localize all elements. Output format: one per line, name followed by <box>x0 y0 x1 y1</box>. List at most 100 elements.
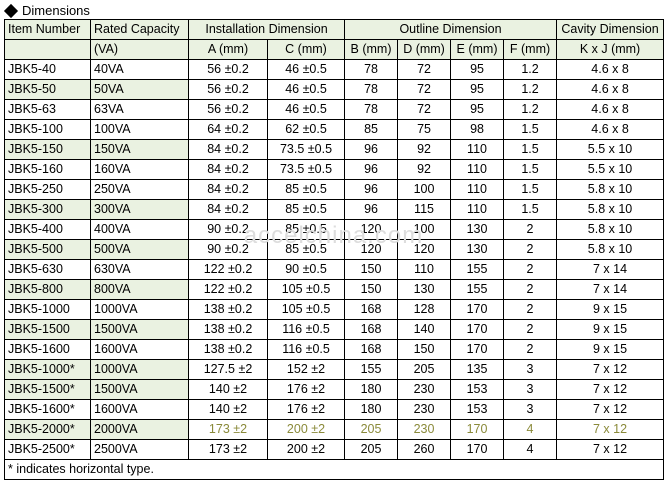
cell-b-mm: 96 <box>344 139 399 160</box>
cell-item-number: JBK5-1600* <box>4 399 91 420</box>
cell-b-mm: 96 <box>344 159 399 180</box>
cell-d-mm: 230 <box>397 399 452 420</box>
cell-d-mm: 230 <box>397 379 452 400</box>
cell-c-mm: 105 ±0.5 <box>266 279 346 300</box>
cell-c-mm: 85 ±0.5 <box>266 239 346 260</box>
cell-f-mm: 2 <box>503 219 558 240</box>
diamond-bullet-icon <box>3 3 19 19</box>
cell-kxj-mm: 4.6 x 8 <box>556 119 665 140</box>
cell-rated-capacity: 1600VA <box>90 339 189 360</box>
cell-item-number: JBK5-500 <box>4 239 91 260</box>
cell-f-mm: 1.5 <box>503 139 558 160</box>
cell-e-mm: 170 <box>450 319 505 340</box>
cell-item-number: JBK5-2000* <box>4 419 91 440</box>
cell-rated-capacity: 1500VA <box>90 379 189 400</box>
cell-rated-capacity: 40VA <box>90 59 189 80</box>
header-item-number: Item Number <box>4 19 91 40</box>
table-row: JBK5-40 40VA 56 ±0.2 46 ±0.5 78 72 95 1.2 4.6 x … <box>4 59 665 80</box>
cell-rated-capacity: 150VA <box>90 139 189 160</box>
header-b-mm: B (mm) <box>344 39 399 60</box>
section-title-text: Dimensions <box>22 3 90 18</box>
cell-d-mm: 260 <box>397 439 452 460</box>
cell-a-mm: 90 ±0.2 <box>188 219 268 240</box>
cell-c-mm: 176 ±2 <box>266 399 346 420</box>
cell-c-mm: 176 ±2 <box>266 379 346 400</box>
cell-rated-capacity: 1000VA <box>90 299 189 320</box>
cell-e-mm: 110 <box>450 139 505 160</box>
cell-item-number: JBK5-2500* <box>4 439 91 460</box>
cell-c-mm: 85 ±0.5 <box>266 179 346 200</box>
cell-item-number: JBK5-150 <box>4 139 91 160</box>
cell-kxj-mm: 4.6 x 8 <box>556 79 665 100</box>
cell-d-mm: 120 <box>397 239 452 260</box>
cell-d-mm: 150 <box>397 339 452 360</box>
cell-e-mm: 135 <box>450 359 505 380</box>
table-row: JBK5-100 100VA 64 ±0.2 62 ±0.5 85 75 98 1.5 4.6 … <box>4 119 665 140</box>
cell-a-mm: 56 ±0.2 <box>188 79 268 100</box>
header-row-2: (VA) A (mm) C (mm) B (mm) D (mm) E (mm) … <box>4 39 665 60</box>
cell-kxj-mm: 7 x 12 <box>556 379 665 400</box>
header-a-mm: A (mm) <box>188 39 268 60</box>
cell-rated-capacity: 400VA <box>90 219 189 240</box>
cell-d-mm: 72 <box>397 99 452 120</box>
cell-a-mm: 56 ±0.2 <box>188 59 268 80</box>
header-installation-dimension: Installation Dimension <box>187 19 346 40</box>
cell-rated-capacity: 630VA <box>90 259 189 280</box>
header-f-mm: F (mm) <box>503 39 558 60</box>
cell-a-mm: 140 ±2 <box>188 399 268 420</box>
table-row: JBK5-1600* 1600VA 140 ±2 176 ±2 180 230 153 3 7 … <box>4 399 665 420</box>
cell-c-mm: 62 ±0.5 <box>266 119 346 140</box>
cell-a-mm: 84 ±0.2 <box>188 179 268 200</box>
cell-rated-capacity: 300VA <box>90 199 189 220</box>
cell-c-mm: 46 ±0.5 <box>266 99 346 120</box>
table-row: JBK5-300 300VA 84 ±0.2 85 ±0.5 96 115 110 1.5 5.… <box>4 199 665 220</box>
cell-f-mm: 3 <box>503 379 558 400</box>
cell-b-mm: 96 <box>344 199 399 220</box>
cell-e-mm: 170 <box>450 419 505 440</box>
header-kxj-mm: K x J (mm) <box>556 39 665 60</box>
cell-kxj-mm: 5.8 x 10 <box>556 239 665 260</box>
cell-item-number: JBK5-1000 <box>4 299 91 320</box>
cell-kxj-mm: 5.8 x 10 <box>556 179 665 200</box>
cell-item-number: JBK5-250 <box>4 179 91 200</box>
cell-kxj-mm: 4.6 x 8 <box>556 99 665 120</box>
cell-item-number: JBK5-1500 <box>4 319 91 340</box>
cell-f-mm: 4 <box>503 439 558 460</box>
cell-c-mm: 73.5 ±0.5 <box>266 139 346 160</box>
cell-rated-capacity: 63VA <box>90 99 189 120</box>
cell-c-mm: 90 ±0.5 <box>266 259 346 280</box>
cell-d-mm: 92 <box>397 139 452 160</box>
cell-d-mm: 140 <box>397 319 452 340</box>
cell-kxj-mm: 9 x 15 <box>556 339 665 360</box>
table-row: JBK5-1500 1500VA 138 ±0.2 116 ±0.5 168 140 170… <box>4 319 665 340</box>
cell-d-mm: 92 <box>397 159 452 180</box>
header-d-mm: D (mm) <box>397 39 452 60</box>
cell-rated-capacity: 2000VA <box>90 419 189 440</box>
cell-rated-capacity: 800VA <box>90 279 189 300</box>
cell-a-mm: 138 ±0.2 <box>188 319 268 340</box>
cell-d-mm: 115 <box>397 199 452 220</box>
cell-b-mm: 180 <box>344 399 399 420</box>
cell-e-mm: 153 <box>450 399 505 420</box>
cell-a-mm: 138 ±0.2 <box>188 339 268 360</box>
cell-f-mm: 2 <box>503 239 558 260</box>
cell-item-number: JBK5-63 <box>4 99 91 120</box>
cell-f-mm: 1.5 <box>503 179 558 200</box>
cell-kxj-mm: 4.6 x 8 <box>556 59 665 80</box>
cell-f-mm: 1.2 <box>503 59 558 80</box>
cell-kxj-mm: 7 x 12 <box>556 399 665 420</box>
cell-a-mm: 84 ±0.2 <box>188 199 268 220</box>
cell-b-mm: 180 <box>344 379 399 400</box>
cell-d-mm: 128 <box>397 299 452 320</box>
cell-a-mm: 90 ±0.2 <box>188 239 268 260</box>
cell-b-mm: 150 <box>344 279 399 300</box>
cell-a-mm: 64 ±0.2 <box>188 119 268 140</box>
cell-a-mm: 140 ±2 <box>188 379 268 400</box>
cell-e-mm: 110 <box>450 199 505 220</box>
footnote: * indicates horizontal type. <box>3 459 665 480</box>
cell-kxj-mm: 5.5 x 10 <box>556 159 665 180</box>
cell-c-mm: 46 ±0.5 <box>266 59 346 80</box>
cell-item-number: JBK5-160 <box>4 159 91 180</box>
cell-kxj-mm: 5.5 x 10 <box>556 139 665 160</box>
cell-e-mm: 155 <box>450 259 505 280</box>
